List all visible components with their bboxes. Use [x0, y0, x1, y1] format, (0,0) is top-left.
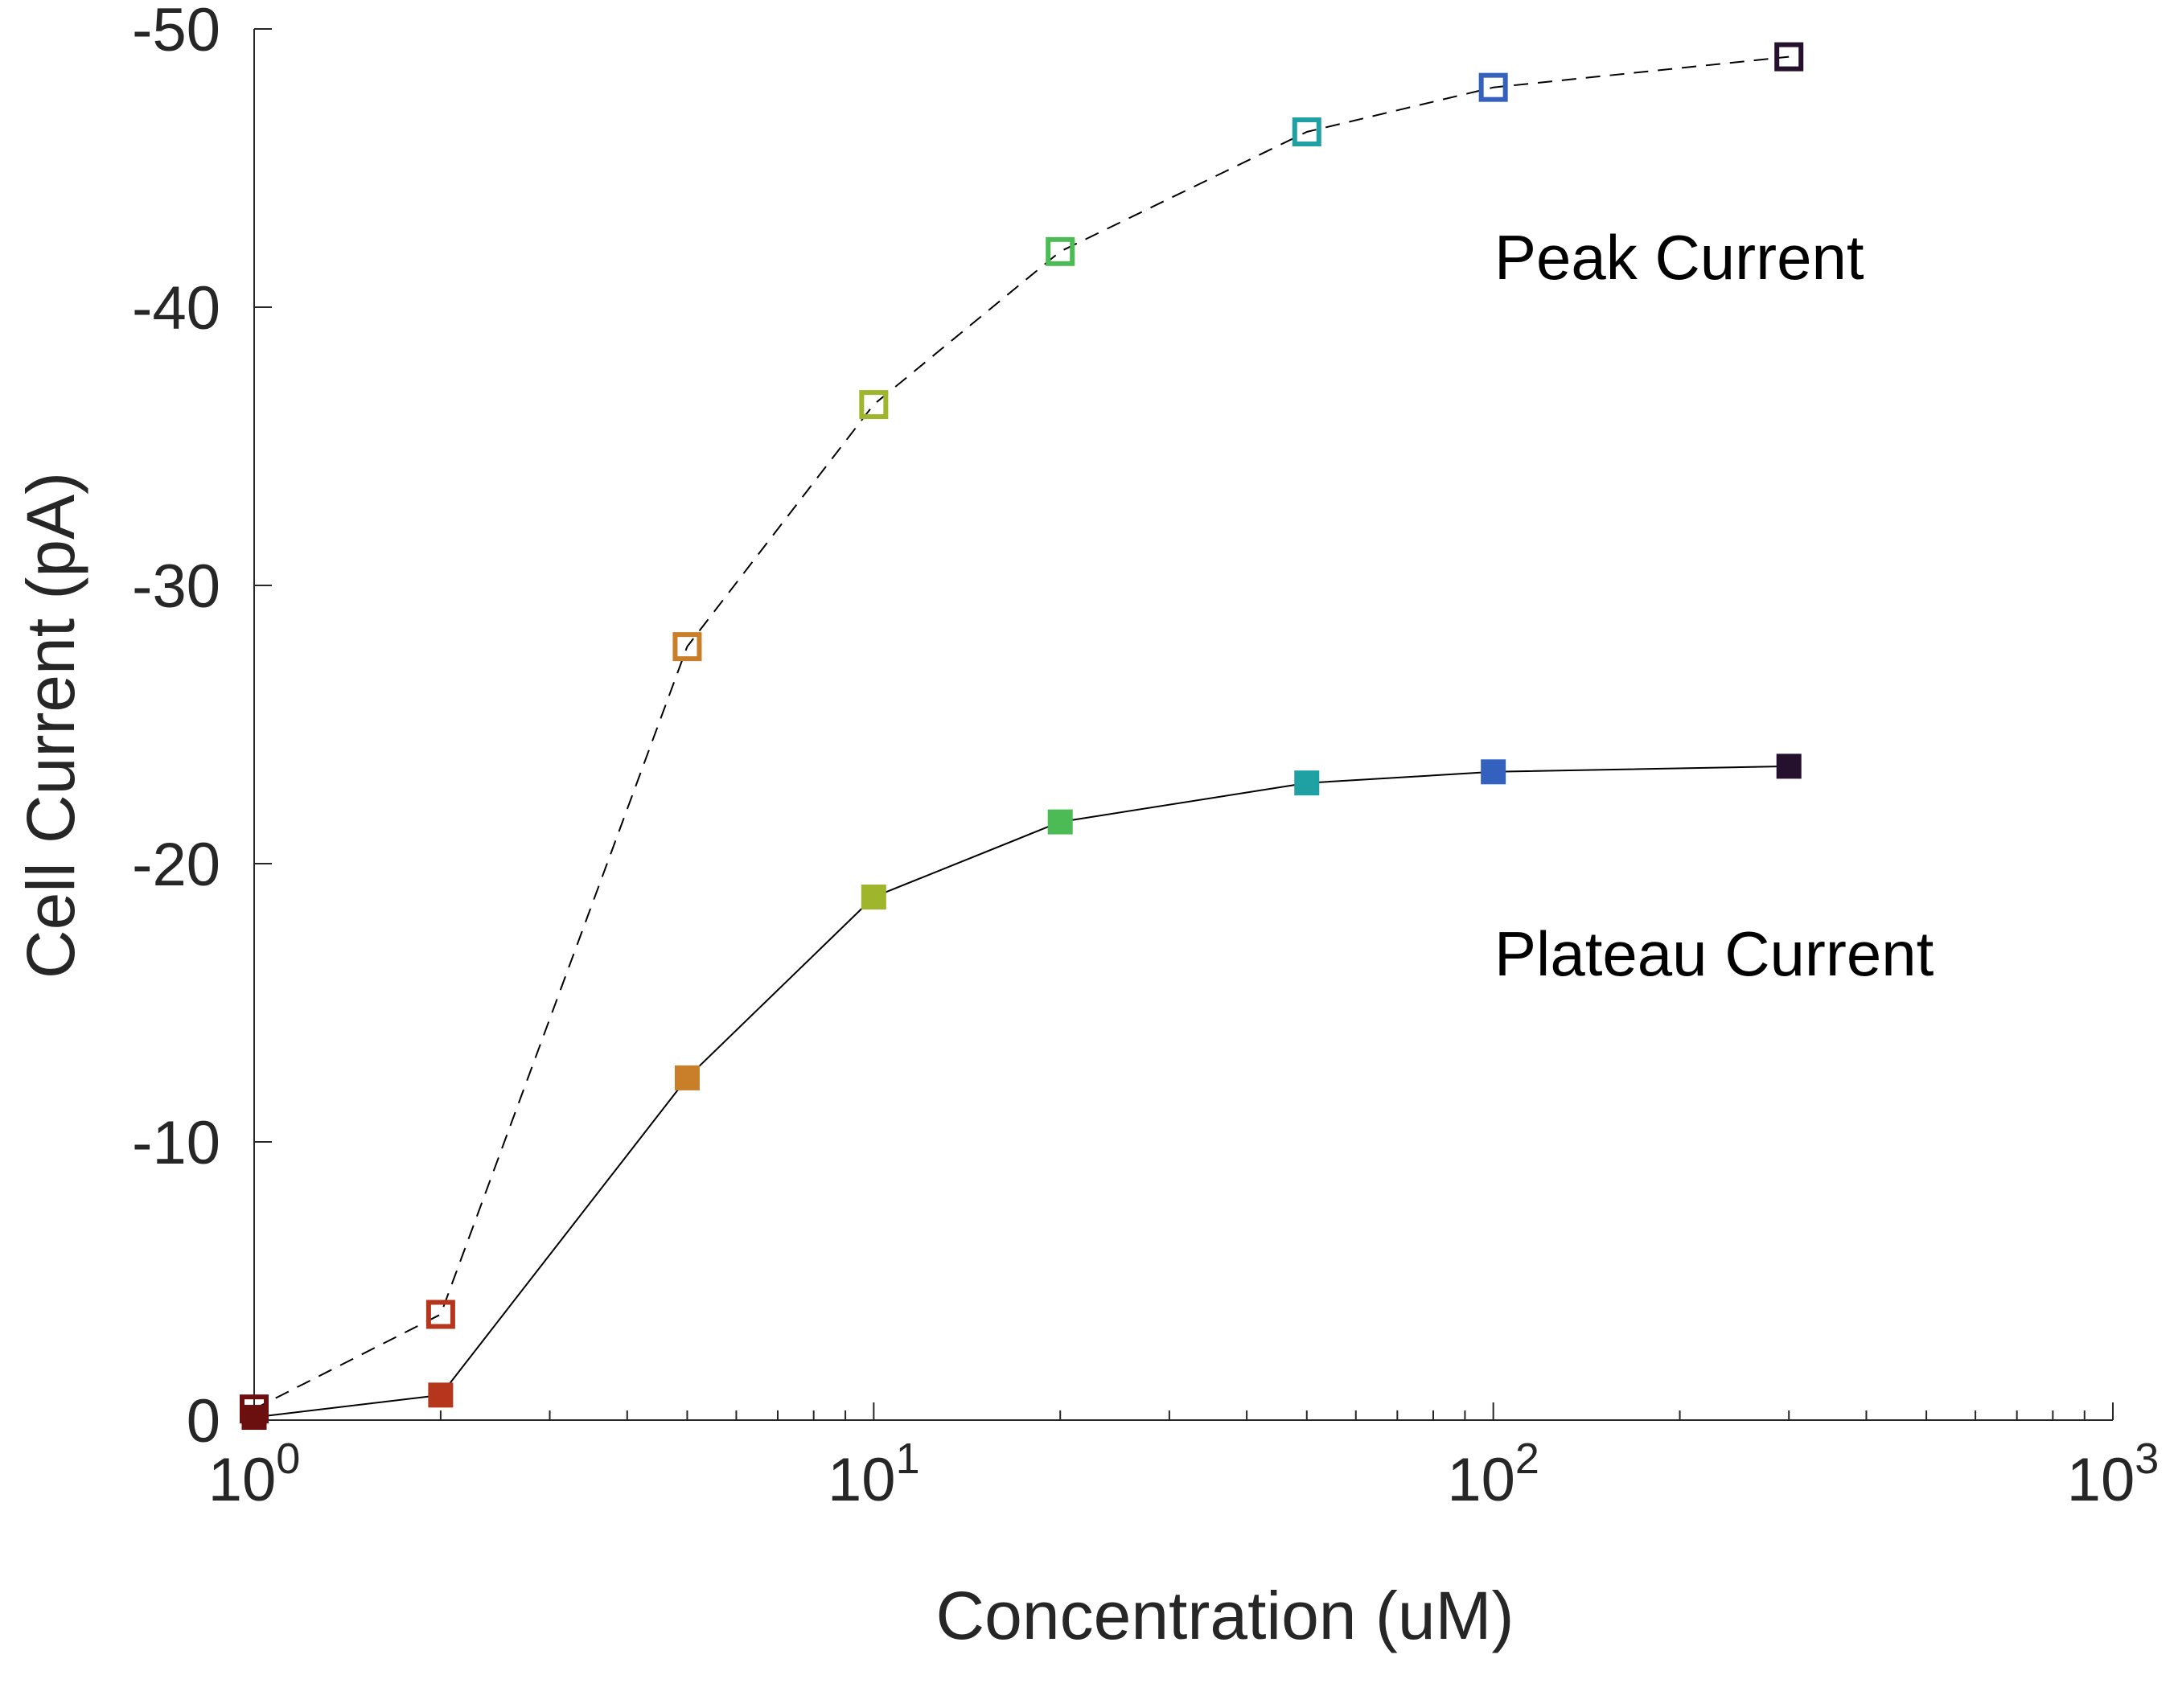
x-tick-base: 10	[208, 1446, 277, 1514]
plateau-current-marker	[428, 1382, 454, 1408]
y-tick-label: -10	[132, 1109, 220, 1177]
y-tick-label: -20	[132, 831, 220, 899]
x-tick-label: 102	[1447, 1435, 1539, 1514]
y-tick-label: -50	[132, 0, 220, 64]
peak-current-line	[253, 55, 1790, 1410]
plateau-current-marker	[241, 1405, 267, 1431]
plateau-current-marker	[1776, 753, 1802, 779]
x-tick-base: 10	[828, 1446, 896, 1514]
plateau-current-marker	[674, 1065, 700, 1090]
plateau-current-line	[253, 765, 1790, 1419]
peak-current-marker	[672, 632, 702, 662]
peak-current-marker	[859, 390, 889, 420]
y-tick-label: -30	[132, 552, 220, 621]
x-tick-exponent: 0	[276, 1435, 300, 1483]
plateau-current-marker	[1294, 770, 1320, 796]
peak-current-marker	[1292, 117, 1321, 147]
x-tick-label: 103	[2067, 1435, 2160, 1514]
x-tick-base: 10	[2067, 1446, 2135, 1514]
x-tick-exponent: 1	[896, 1435, 920, 1483]
peak-current-marker	[1478, 72, 1508, 102]
plateau-current-annotation: Plateau Current	[1494, 918, 1934, 989]
y-tick-label: 0	[187, 1387, 220, 1455]
x-tick-label: 100	[208, 1435, 301, 1514]
x-tick-label: 101	[828, 1435, 920, 1514]
peak-current-marker	[1046, 236, 1075, 266]
y-axis-title: Cell Current (pA)	[13, 472, 88, 979]
series-lines	[253, 55, 1790, 1419]
x-axis-title: Concentration (uM)	[936, 1578, 1514, 1653]
x-tick-base: 10	[1447, 1446, 1515, 1514]
peak-current-marker	[1774, 42, 1804, 72]
plateau-current-marker	[1481, 759, 1506, 785]
x-tick-exponent: 3	[2135, 1435, 2159, 1483]
plateau-current-marker	[1047, 809, 1073, 835]
peak-current-annotation: Peak Current	[1494, 222, 1864, 293]
plateau-current-marker	[861, 885, 886, 910]
x-tick-exponent: 2	[1515, 1435, 1539, 1483]
markers	[240, 42, 1804, 1431]
y-tick-label: -40	[132, 274, 220, 343]
peak-current-marker	[425, 1299, 455, 1329]
